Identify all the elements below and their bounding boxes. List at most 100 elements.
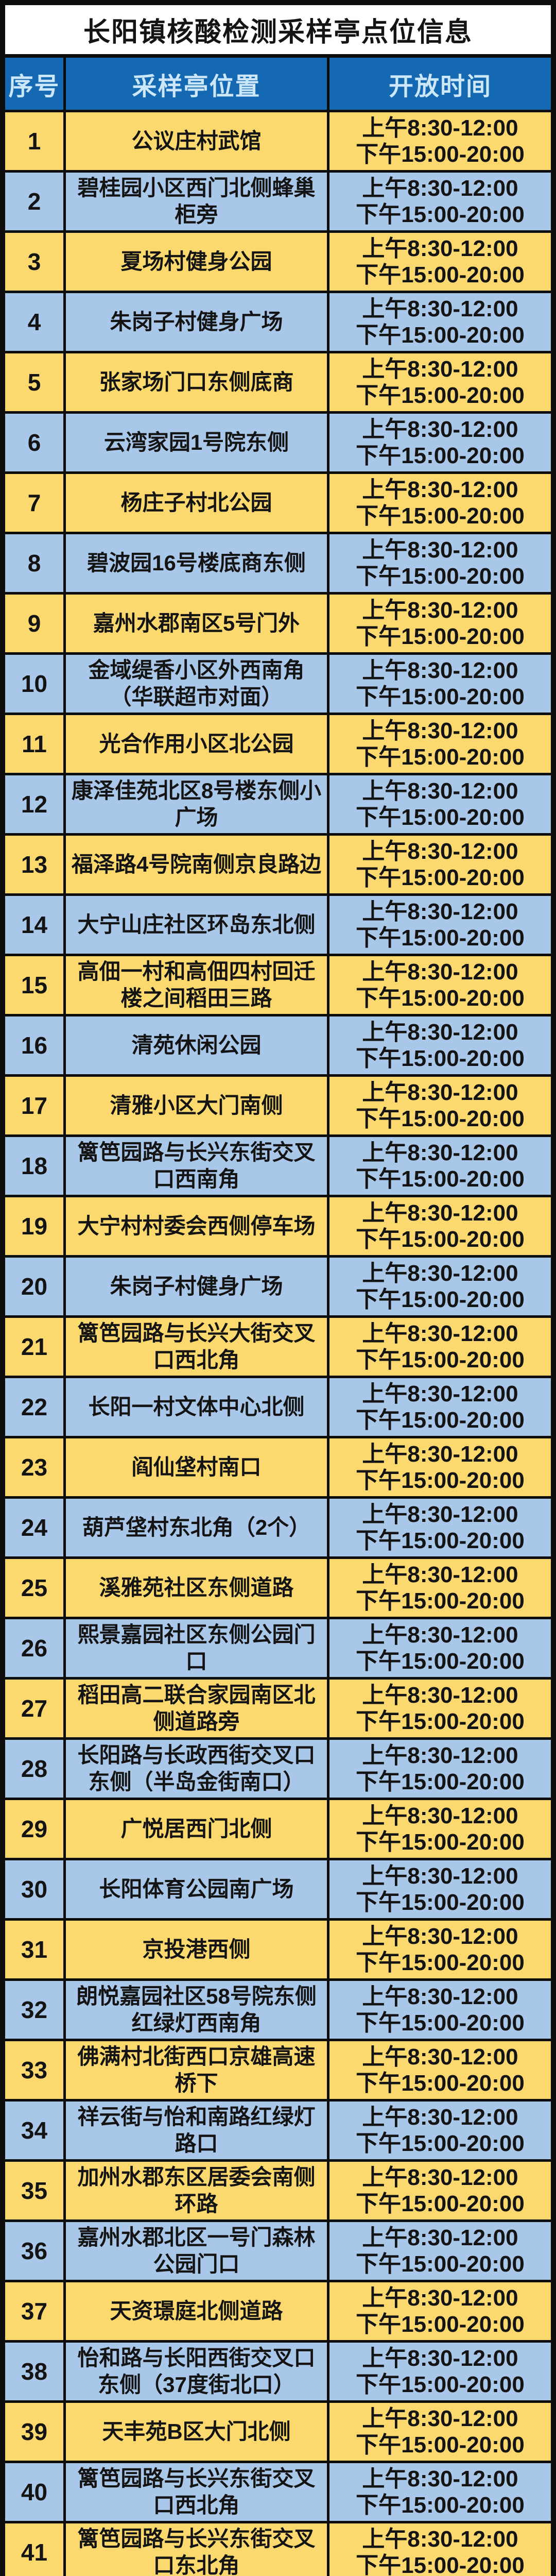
time-line: 上午8:30-12:00 [362,2466,518,2492]
row-number-cell: 35 [5,2162,66,2219]
row-number-cell: 6 [5,414,66,471]
table-header: 序号 采样亭位置 开放时间 [5,58,551,112]
location-cell: 广悦居西门北侧 [66,1800,329,1858]
time-line: 下午15:00-20:00 [356,1347,525,1372]
time-line: 下午15:00-20:00 [356,2131,525,2156]
location-cell: 张家场门口东侧底商 [66,353,329,411]
location-cell: 祥云街与怡和南路红绿灯路口 [66,2102,329,2159]
table-row: 14 大宁山庄社区环岛东北侧 上午8:30-12:00 下午15:00-20:00 [5,896,551,956]
time-line: 下午15:00-20:00 [356,1468,525,1493]
row-number-cell: 18 [5,1137,66,1195]
time-cell: 上午8:30-12:00 下午15:00-20:00 [329,1318,551,1376]
time-line: 下午15:00-20:00 [356,1106,525,1131]
time-line: 上午8:30-12:00 [362,1863,518,1889]
time-cell: 上午8:30-12:00 下午15:00-20:00 [329,1077,551,1134]
time-line: 上午8:30-12:00 [362,658,518,683]
table-row: 5 张家场门口东侧底商 上午8:30-12:00 下午15:00-20:00 [5,353,551,414]
time-line: 上午8:30-12:00 [362,1080,518,1105]
header-cell-location: 采样亭位置 [66,58,329,110]
row-number-cell: 37 [5,2282,66,2340]
location-cell: 大宁山庄社区环岛东北侧 [66,896,329,954]
time-cell: 上午8:30-12:00 下午15:00-20:00 [329,836,551,893]
time-line: 下午15:00-20:00 [356,1408,525,1433]
row-number-cell: 24 [5,1499,66,1556]
time-cell: 上午8:30-12:00 下午15:00-20:00 [329,896,551,954]
row-number-cell: 31 [5,1921,66,1978]
time-line: 下午15:00-20:00 [356,624,525,649]
time-line: 上午8:30-12:00 [362,1200,518,1226]
table-row: 9 嘉州水郡南区5号门外 上午8:30-12:00 下午15:00-20:00 [5,595,551,655]
location-cell: 溪雅苑社区东侧道路 [66,1559,329,1617]
time-line: 上午8:30-12:00 [362,1743,518,1768]
row-number-cell: 25 [5,1559,66,1617]
time-line: 上午8:30-12:00 [362,899,518,924]
time-line: 下午15:00-20:00 [356,2493,525,2518]
table-row: 15 高佃一村和高佃四村回迁楼之间稻田三路 上午8:30-12:00 下午15:0… [5,956,551,1016]
time-line: 上午8:30-12:00 [362,2406,518,2431]
table-row: 2 碧桂园小区西门北侧蜂巢柜旁 上午8:30-12:00 下午15:00-20:0… [5,173,551,233]
location-cell: 朱岗子村健身广场 [66,1258,329,1315]
location-cell: 碧波园16号楼底商东侧 [66,534,329,592]
row-number-cell: 21 [5,1318,66,1376]
time-line: 下午15:00-20:00 [356,1709,525,1734]
table-row: 20 朱岗子村健身广场 上午8:30-12:00 下午15:00-20:00 [5,1258,551,1318]
time-cell: 上午8:30-12:00 下午15:00-20:00 [329,1619,551,1677]
time-cell: 上午8:30-12:00 下午15:00-20:00 [329,112,551,170]
table-row: 19 大宁村村委会西侧停车场 上午8:30-12:00 下午15:00-20:00 [5,1197,551,1258]
time-line: 上午8:30-12:00 [362,537,518,563]
row-number-cell: 15 [5,956,66,1014]
table-row: 40 篱笆园路与长兴东街交叉口西北角 上午8:30-12:00 下午15:00-2… [5,2463,551,2523]
time-line: 上午8:30-12:00 [362,1683,518,1708]
location-cell: 京投港西侧 [66,1921,329,1978]
time-cell: 上午8:30-12:00 下午15:00-20:00 [329,1981,551,2039]
time-line: 上午8:30-12:00 [362,1321,518,1346]
location-cell: 高佃一村和高佃四村回迁楼之间稻田三路 [66,956,329,1014]
table-row: 37 天资璟庭北侧道路 上午8:30-12:00 下午15:00-20:00 [5,2282,551,2343]
location-cell: 怡和路与长阳西街交叉口东侧（37度街北口） [66,2343,329,2400]
time-cell: 上午8:30-12:00 下午15:00-20:00 [329,534,551,592]
table-row: 30 长阳体育公园南广场 上午8:30-12:00 下午15:00-20:00 [5,1860,551,1921]
time-line: 上午8:30-12:00 [362,176,518,201]
time-line: 下午15:00-20:00 [356,2071,525,2096]
table-row: 3 夏场村健身公园 上午8:30-12:00 下午15:00-20:00 [5,233,551,293]
row-number-cell: 17 [5,1077,66,1134]
time-line: 上午8:30-12:00 [362,2105,518,2130]
row-number-cell: 5 [5,353,66,411]
time-line: 下午15:00-20:00 [356,2191,525,2216]
location-cell: 大宁村村委会西侧停车场 [66,1197,329,1255]
row-number-cell: 4 [5,293,66,351]
time-line: 上午8:30-12:00 [362,718,518,743]
row-number-cell: 19 [5,1197,66,1255]
location-cell: 夏场村健身公园 [66,233,329,291]
location-cell: 稻田高二联合家园南区北侧道路旁 [66,1680,329,1737]
row-number-cell: 30 [5,1860,66,1918]
table-row: 24 葫芦垡村东北角（2个） 上午8:30-12:00 下午15:00-20:00 [5,1499,551,1559]
time-cell: 上午8:30-12:00 下午15:00-20:00 [329,1016,551,1074]
time-line: 上午8:30-12:00 [362,778,518,804]
table-row: 29 广悦居西门北侧 上午8:30-12:00 下午15:00-20:00 [5,1800,551,1860]
row-number-cell: 10 [5,655,66,713]
table-row: 26 熙景嘉园社区东侧公园门口 上午8:30-12:00 下午15:00-20:0… [5,1619,551,1680]
time-line: 下午15:00-20:00 [356,262,525,287]
time-line: 下午15:00-20:00 [356,986,525,1011]
row-number-cell: 1 [5,112,66,170]
row-number-cell: 16 [5,1016,66,1074]
location-cell: 云湾家园1号院东侧 [66,414,329,471]
location-cell: 篱笆园路与长兴东街交叉口东北角 [66,2523,329,2576]
row-number-cell: 23 [5,1438,66,1496]
time-line: 上午8:30-12:00 [362,1924,518,1949]
time-line: 下午15:00-20:00 [356,503,525,529]
time-line: 上午8:30-12:00 [362,598,518,623]
time-line: 下午15:00-20:00 [356,383,525,408]
time-cell: 上午8:30-12:00 下午15:00-20:00 [329,1860,551,1918]
time-line: 下午15:00-20:00 [356,684,525,709]
time-line: 下午15:00-20:00 [356,1166,525,1192]
location-cell: 公议庄村武馆 [66,112,329,170]
location-cell: 光合作用小区北公园 [66,715,329,773]
row-number-cell: 29 [5,1800,66,1858]
table-row: 7 杨庄子村北公园 上午8:30-12:00 下午15:00-20:00 [5,474,551,534]
time-cell: 上午8:30-12:00 下午15:00-20:00 [329,2523,551,2576]
table-row: 39 天丰苑B区大门北侧 上午8:30-12:00 下午15:00-20:00 [5,2403,551,2463]
time-line: 上午8:30-12:00 [362,2527,518,2552]
